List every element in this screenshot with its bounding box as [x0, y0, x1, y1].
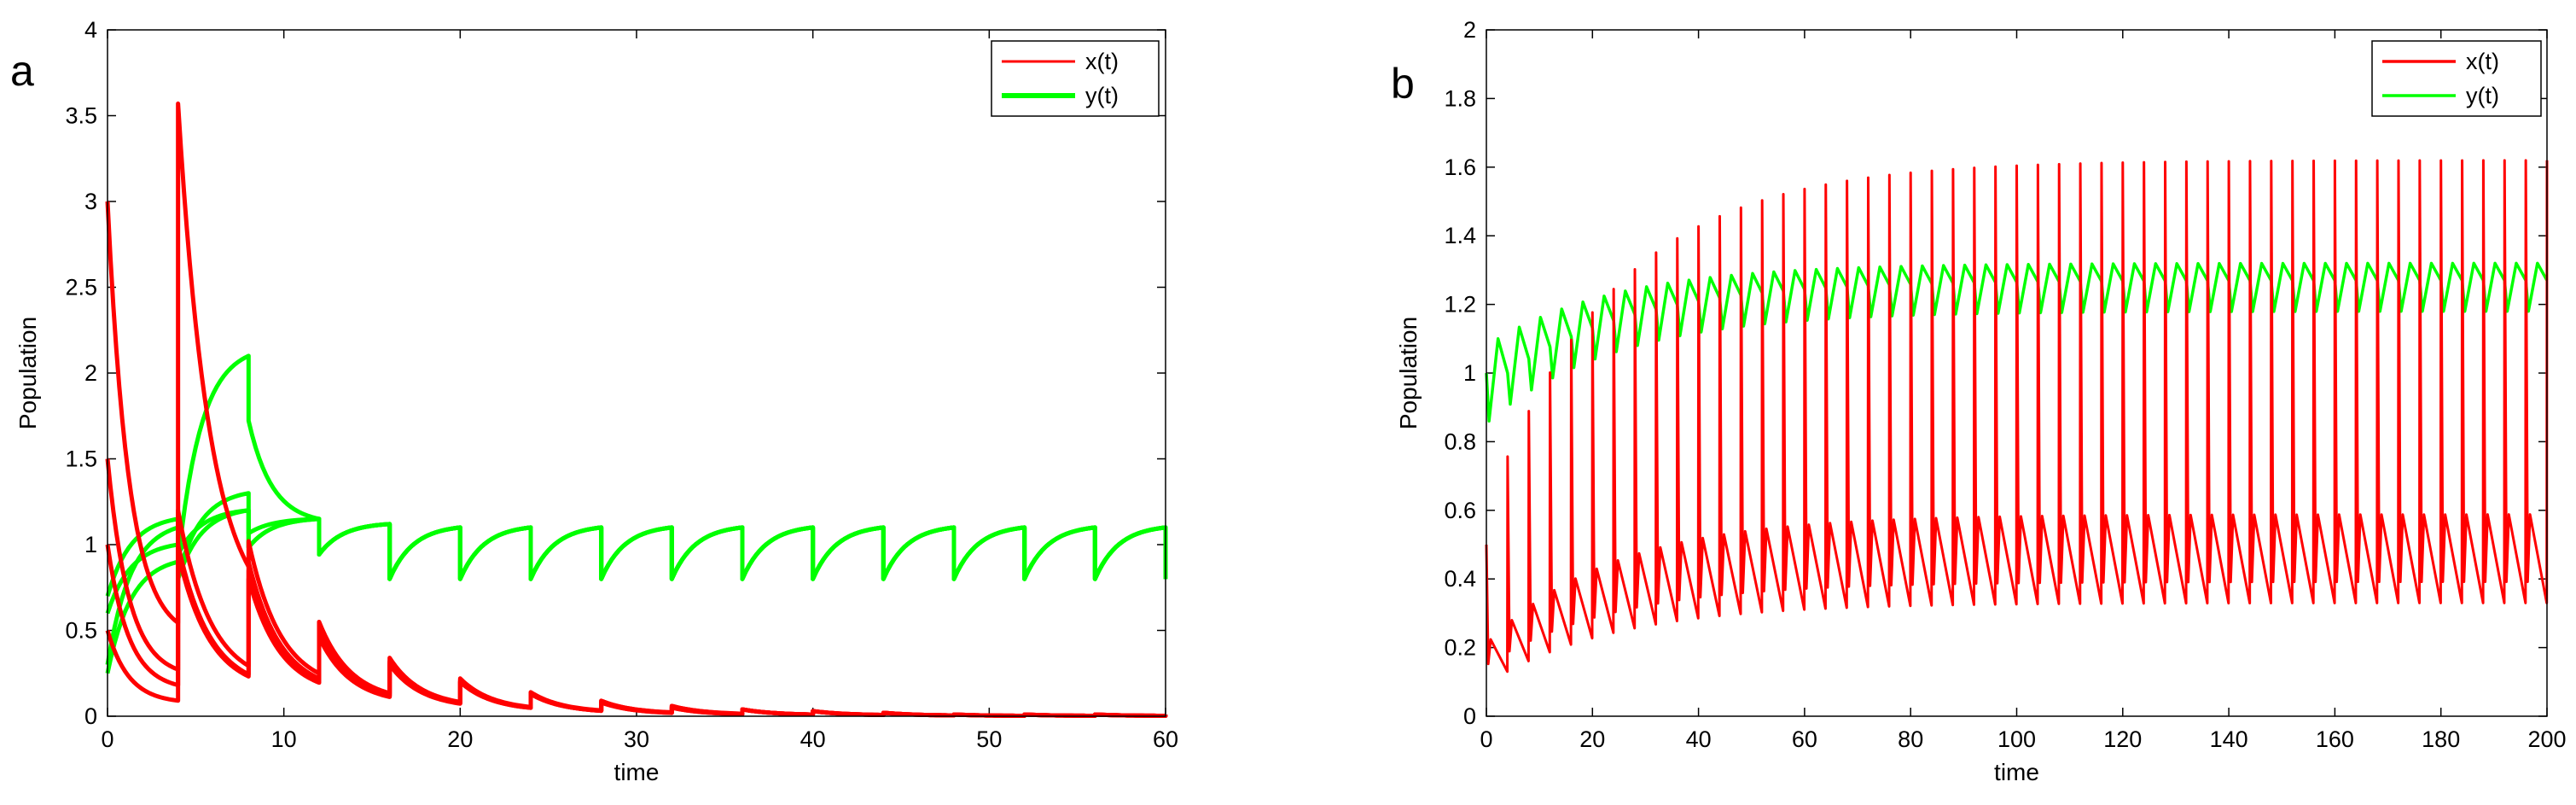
- y-tick-label: 2: [84, 360, 97, 386]
- x-axis-title: time: [1994, 759, 2039, 785]
- x-tick-label: 0: [101, 726, 113, 752]
- y-tick-label: 0.6: [1444, 498, 1476, 523]
- x-tick-label: 60: [1153, 726, 1178, 752]
- legend-box: [991, 40, 1160, 117]
- x-tick-label: 40: [800, 726, 826, 752]
- y-tick-label: 2.5: [65, 275, 97, 300]
- x-tick-label: 0: [1480, 726, 1492, 752]
- y-tick-label: 0.2: [1444, 635, 1476, 661]
- x-tick-label: 160: [2316, 726, 2354, 752]
- y-tick-label: 1: [84, 532, 97, 557]
- y-tick-label: 1: [1463, 360, 1476, 386]
- legend-label-xt: x(t): [1085, 49, 1119, 74]
- y-axis-title: Population: [15, 317, 41, 429]
- y-tick-label: 0.5: [65, 618, 97, 644]
- plot-frame: [1486, 29, 2548, 717]
- x-tick-label: 30: [624, 726, 649, 752]
- x-tick-label: 40: [1686, 726, 1712, 752]
- panel-letter: a: [10, 47, 34, 95]
- plot-frame: [107, 29, 1166, 717]
- y-tick-label: 0: [1463, 703, 1476, 729]
- legend-label-xt: x(t): [2466, 49, 2499, 74]
- x-tick-label: 60: [1792, 726, 1817, 752]
- panel-letter: b: [1391, 60, 1415, 108]
- y-axis-title: Population: [1395, 317, 1422, 429]
- legend-box: [2371, 40, 2542, 117]
- x-tick-label: 200: [2527, 726, 2566, 752]
- y-tick-label: 1.4: [1444, 223, 1476, 248]
- legend-label-yt: y(t): [2466, 83, 2499, 108]
- y-tick-label: 0.4: [1444, 566, 1476, 592]
- y-tick-label: 2: [1463, 17, 1476, 43]
- y-tick-label: 1.5: [65, 446, 97, 472]
- x-tick-label: 100: [1997, 726, 2036, 752]
- y-tick-label: 1.8: [1444, 85, 1476, 111]
- x-tick-label: 140: [2210, 726, 2248, 752]
- series-x-trajectory-4: [105, 551, 1168, 719]
- series-y-trajectory-4: [105, 508, 1168, 598]
- y-tick-label: 1.6: [1444, 155, 1476, 180]
- y-tick-label: 3.5: [65, 103, 97, 129]
- y-tick-label: 3: [84, 189, 97, 214]
- series-x-line: [1485, 159, 2549, 674]
- y-tick-label: 0: [84, 703, 97, 729]
- x-tick-label: 80: [1898, 726, 1923, 752]
- y-tick-label: 0.8: [1444, 429, 1476, 454]
- x-tick-label: 180: [2422, 726, 2460, 752]
- x-axis-title: time: [614, 759, 660, 785]
- x-tick-label: 20: [1579, 726, 1605, 752]
- x-tick-label: 50: [976, 726, 1002, 752]
- y-tick-label: 1.2: [1444, 292, 1476, 318]
- x-tick-label: 120: [2103, 726, 2142, 752]
- x-tick-label: 10: [271, 726, 297, 752]
- legend-label-yt: y(t): [1085, 83, 1119, 108]
- panel-a: a 0 10 20 30 40 50 60 0 0.5 1 1.5 2 2.5 3 3.5 4 time Popul…: [10, 17, 1178, 785]
- x-tick-label: 20: [447, 726, 473, 752]
- y-tick-label: 4: [84, 17, 97, 43]
- panel-b: b 0 20 40 60 80 100 120 140 160 180 200 0 0.2 0.4 0.6 0.…: [1391, 17, 2567, 785]
